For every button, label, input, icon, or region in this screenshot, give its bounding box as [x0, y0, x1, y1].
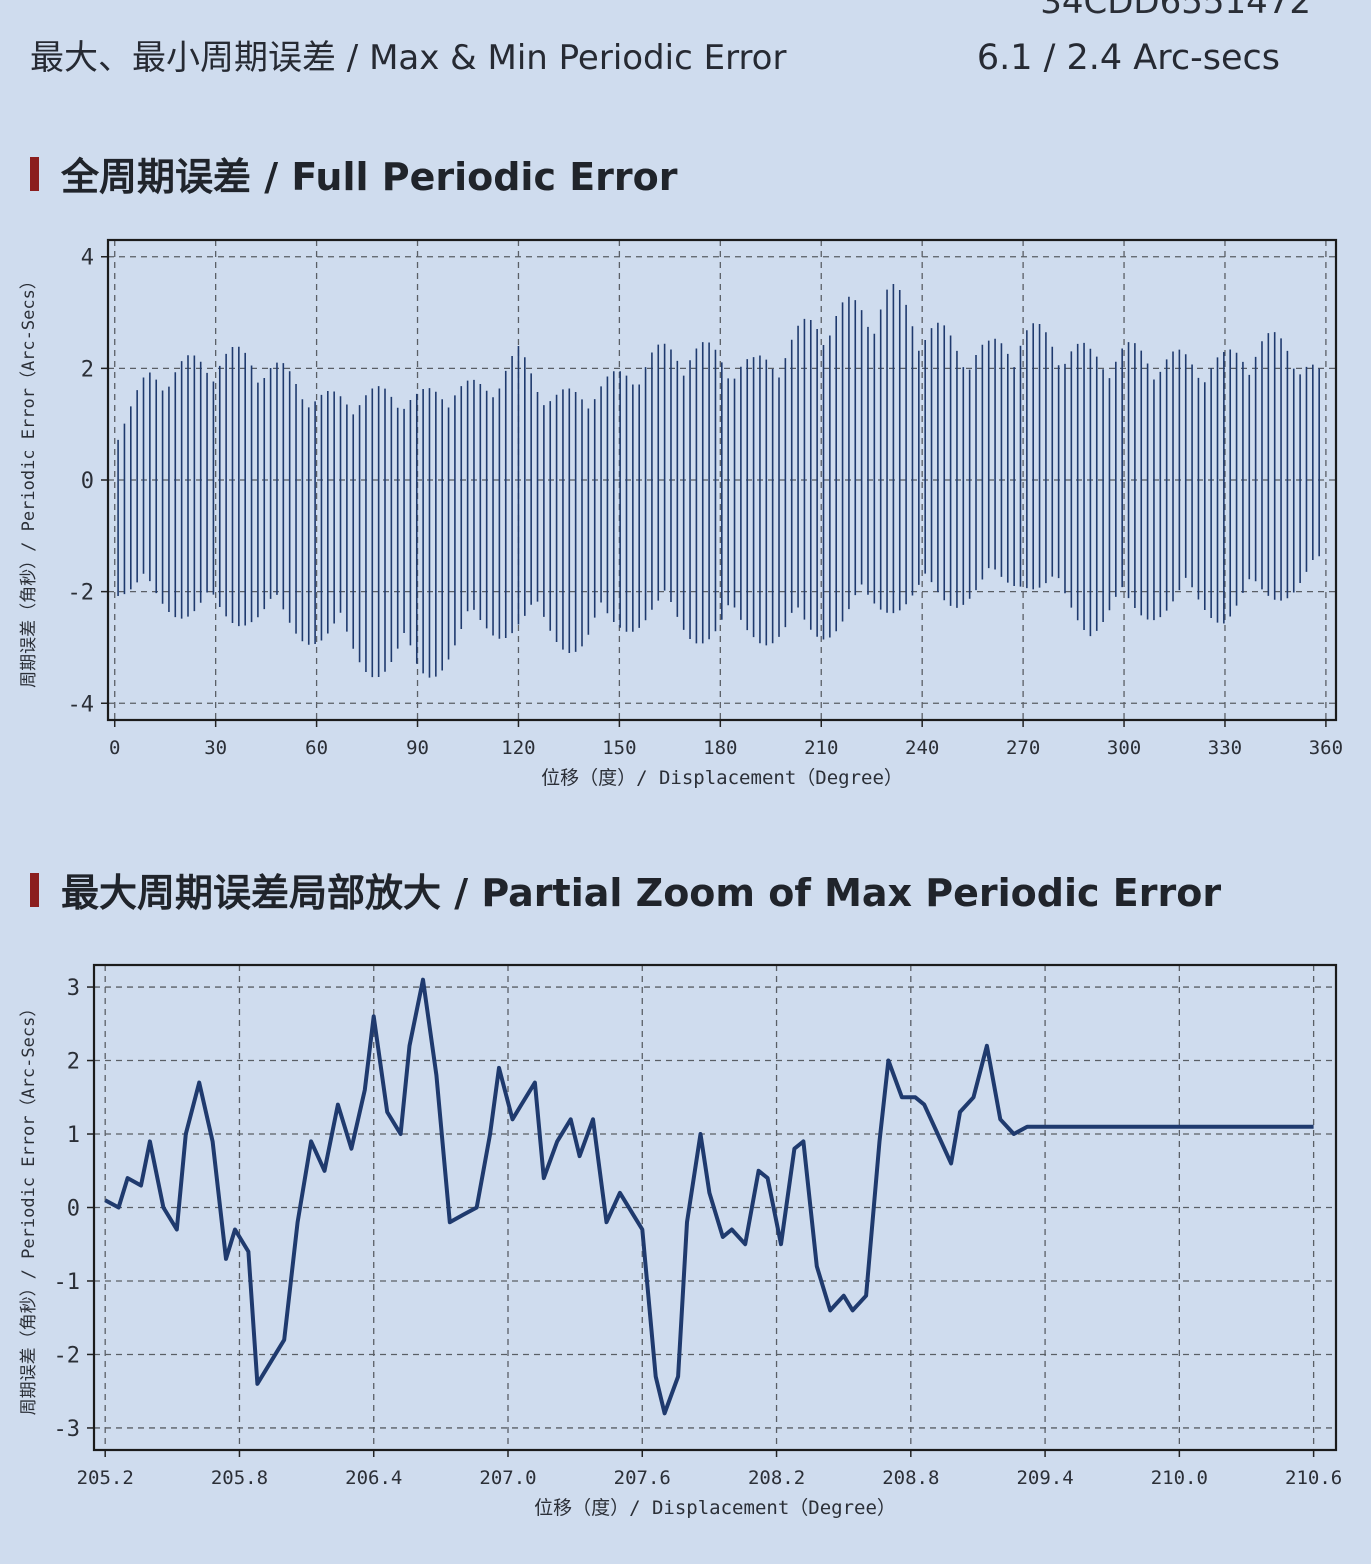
partial-zoom-chart: 205.2 205.8 206.4 207.0 207.6 208.2 208.8 209.4… [19, 963, 1342, 1519]
partial-zoom-title: 最大周期误差局部放大 / Partial Zoom of Max Periodi… [30, 862, 1221, 917]
x-tick-label: 206.4 [345, 1467, 402, 1489]
y-tick-label: -1 [54, 1270, 81, 1295]
x-tick-label: 180 [703, 737, 737, 759]
y-tick-label: 3 [67, 976, 80, 1001]
x-tick-label: 210.6 [1285, 1467, 1342, 1489]
x-tick-label: 240 [905, 737, 939, 759]
x-tick-label: 207.6 [614, 1467, 671, 1489]
x-tick-label: 208.2 [748, 1467, 805, 1489]
y-axis-label: 周期误差（角秒）/ Periodic Error（Arc-Secs） [19, 272, 39, 688]
x-axis-label: 位移（度）/ Displacement（Degree） [541, 767, 903, 789]
x-tick-label: 208.8 [882, 1467, 939, 1489]
y-tick-label: -4 [68, 692, 95, 717]
y-tick-label: 4 [81, 246, 94, 271]
x-tick-label: 120 [501, 737, 535, 759]
plot-frame [92, 963, 1338, 1452]
x-tick-label: 0 [109, 737, 120, 759]
max-min-error-value: 6.1 / 2.4 Arc-secs [976, 38, 1280, 78]
y-tick-label: 2 [81, 357, 94, 382]
cut-off-serial: 34CDD6551472 [1040, 0, 1311, 22]
plot-frame [106, 238, 1338, 722]
title-accent-bar [30, 156, 39, 191]
max-min-error-label: 最大、最小周期误差 / Max & Min Periodic Error [30, 38, 787, 78]
error-bars-group [117, 283, 1320, 678]
full-periodic-error-title: 全周期误差 / Full Periodic Error [30, 146, 678, 201]
y-tick-label: 0 [81, 469, 94, 494]
x-tick-label: 207.0 [479, 1467, 536, 1489]
x-tick-label: 270 [1006, 737, 1040, 759]
x-tick-label: 150 [602, 737, 636, 759]
y-tick-label: -2 [54, 1343, 81, 1368]
x-tick-label: 360 [1309, 737, 1343, 759]
y-tick-label: -3 [54, 1417, 81, 1442]
x-tick-label: 205.8 [211, 1467, 268, 1489]
partial-zoom-title-text: 最大周期误差局部放大 / Partial Zoom of Max Periodi… [61, 871, 1222, 915]
full-periodic-error-title-text: 全周期误差 / Full Periodic Error [61, 155, 678, 199]
max-min-error-row: 最大、最小周期误差 / Max & Min Periodic Error 6.1… [30, 30, 1280, 79]
y-tick-label: 2 [67, 1050, 80, 1075]
x-tick-label: 330 [1208, 737, 1242, 759]
x-tick-label: 90 [406, 737, 429, 759]
x-tick-label: 60 [305, 737, 328, 759]
full-periodic-error-chart: 0 30 60 90 120 150 180 210 240 270 300 330 360 -4 -2 0 2… [19, 238, 1343, 789]
y-tick-label: -2 [68, 581, 95, 606]
x-tick-label: 210.0 [1151, 1467, 1208, 1489]
y-tick-label: 1 [67, 1123, 80, 1148]
x-tick-label: 300 [1107, 737, 1141, 759]
x-tick-label: 205.2 [77, 1467, 134, 1489]
x-tick-label: 30 [204, 737, 227, 759]
error-line [104, 977, 1314, 1416]
y-axis-label: 周期误差（角秒）/ Periodic Error（Arc-Secs） [19, 1000, 39, 1416]
x-axis-label: 位移（度）/ Displacement（Degree） [534, 1497, 896, 1519]
x-tick-label: 210 [804, 737, 838, 759]
y-tick-label: 0 [67, 1197, 80, 1222]
title-accent-bar [30, 872, 39, 907]
x-tick-label: 209.4 [1016, 1467, 1073, 1489]
